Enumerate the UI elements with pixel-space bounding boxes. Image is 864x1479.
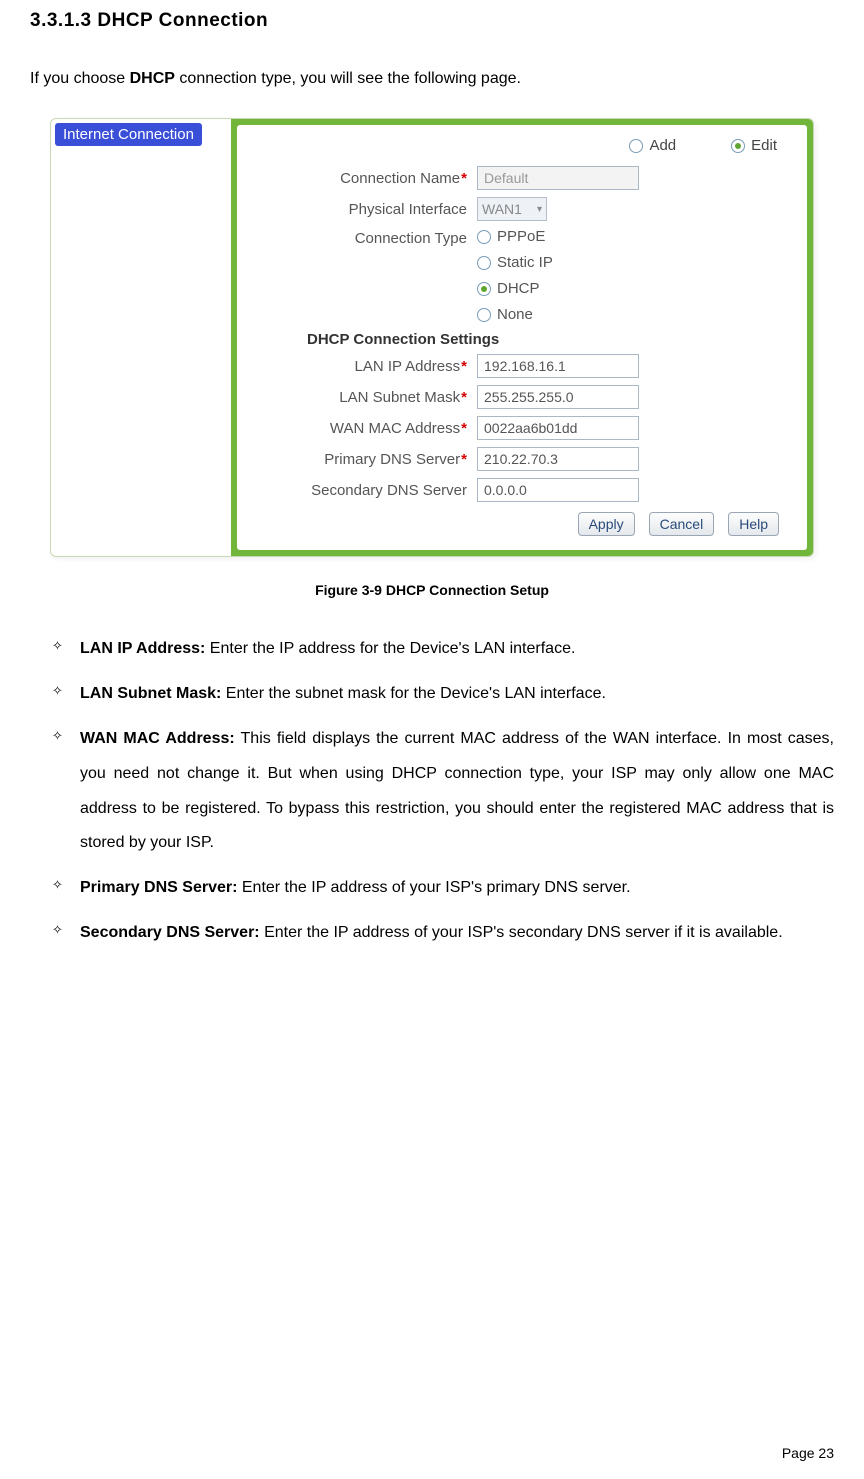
label-lan-mask: LAN Subnet Mask*	[247, 389, 477, 406]
desc-lan-mask-term: LAN Subnet Mask:	[80, 685, 221, 702]
label-primary-dns: Primary DNS Server*	[247, 451, 477, 468]
conn-type-dhcp-radio[interactable]: DHCP	[477, 280, 553, 297]
apply-button[interactable]: Apply	[578, 512, 635, 536]
desc-secondary-dns-text: Enter the IP address of your ISP's secon…	[260, 924, 783, 941]
conn-type-none-radio[interactable]: None	[477, 306, 553, 323]
conn-type-none-label: None	[497, 306, 533, 323]
panel-sidebar: Internet Connection	[51, 119, 231, 556]
desc-lan-mask-text: Enter the subnet mask for the Device's L…	[221, 685, 606, 702]
row-physical-interface: Physical Interface WAN1 ▾	[247, 197, 789, 221]
lan-ip-input[interactable]	[477, 354, 639, 378]
row-primary-dns: Primary DNS Server*	[247, 447, 789, 471]
wan-mac-input[interactable]	[477, 416, 639, 440]
desc-lan-ip-term: LAN IP Address:	[80, 640, 205, 657]
conn-type-static-radio[interactable]: Static IP	[477, 254, 553, 271]
page-number: Page 23	[782, 1445, 834, 1461]
physical-interface-select[interactable]: WAN1 ▾	[477, 197, 547, 221]
mode-row: Add Edit	[247, 135, 789, 166]
figure-caption: Figure 3-9 DHCP Connection Setup	[30, 582, 834, 598]
connection-type-group: PPPoE Static IP DHCP None	[477, 228, 553, 323]
intro-pre: If you choose	[30, 70, 130, 87]
row-connection-name: Connection Name*	[247, 166, 789, 190]
row-wan-mac: WAN MAC Address*	[247, 416, 789, 440]
intro-post: connection type, you will see the follow…	[175, 70, 521, 87]
label-physical-interface: Physical Interface	[247, 201, 477, 218]
desc-wan-mac-term: WAN MAC Address:	[80, 730, 235, 747]
conn-type-pppoe-label: PPPoE	[497, 228, 545, 245]
label-connection-type: Connection Type	[247, 228, 477, 247]
label-connection-name: Connection Name*	[247, 170, 477, 187]
row-connection-type: Connection Type PPPoE Static IP DHCP	[247, 228, 789, 323]
mode-edit-label: Edit	[751, 137, 777, 154]
desc-primary-dns-term: Primary DNS Server:	[80, 879, 237, 896]
help-button[interactable]: Help	[728, 512, 779, 536]
desc-wan-mac: WAN MAC Address: This field displays the…	[52, 722, 834, 862]
radio-icon	[477, 308, 491, 322]
mode-add-radio[interactable]: Add	[629, 137, 676, 154]
conn-type-pppoe-radio[interactable]: PPPoE	[477, 228, 553, 245]
desc-secondary-dns: Secondary DNS Server: Enter the IP addre…	[52, 916, 834, 951]
desc-lan-ip-text: Enter the IP address for the Device's LA…	[205, 640, 575, 657]
desc-secondary-dns-term: Secondary DNS Server:	[80, 924, 260, 941]
secondary-dns-input[interactable]	[477, 478, 639, 502]
mode-add-label: Add	[649, 137, 676, 154]
conn-type-dhcp-label: DHCP	[497, 280, 540, 297]
radio-icon	[731, 139, 745, 153]
primary-dns-input[interactable]	[477, 447, 639, 471]
desc-lan-ip: LAN IP Address: Enter the IP address for…	[52, 632, 834, 667]
panel-inner: Add Edit Connection Name* Physical Inter…	[237, 125, 807, 550]
sidebar-tab-internet-connection[interactable]: Internet Connection	[55, 123, 202, 146]
radio-icon	[477, 230, 491, 244]
row-lan-mask: LAN Subnet Mask*	[247, 385, 789, 409]
radio-icon	[629, 139, 643, 153]
connection-name-input[interactable]	[477, 166, 639, 190]
dhcp-settings-heading: DHCP Connection Settings	[307, 331, 789, 348]
panel-main: Add Edit Connection Name* Physical Inter…	[231, 119, 813, 556]
radio-icon	[477, 282, 491, 296]
intro-paragraph: If you choose DHCP connection type, you …	[30, 70, 834, 88]
row-secondary-dns: Secondary DNS Server	[247, 478, 789, 502]
row-lan-ip: LAN IP Address*	[247, 354, 789, 378]
lan-mask-input[interactable]	[477, 385, 639, 409]
desc-primary-dns: Primary DNS Server: Enter the IP address…	[52, 871, 834, 906]
cancel-button[interactable]: Cancel	[649, 512, 715, 536]
physical-interface-value: WAN1	[482, 201, 522, 217]
button-row: Apply Cancel Help	[247, 512, 789, 536]
desc-primary-dns-text: Enter the IP address of your ISP's prima…	[237, 879, 630, 896]
label-lan-ip: LAN IP Address*	[247, 358, 477, 375]
description-list: LAN IP Address: Enter the IP address for…	[30, 632, 834, 951]
label-secondary-dns: Secondary DNS Server	[247, 482, 477, 499]
desc-lan-mask: LAN Subnet Mask: Enter the subnet mask f…	[52, 677, 834, 712]
chevron-down-icon: ▾	[537, 204, 542, 215]
section-heading: 3.3.1.3 DHCP Connection	[30, 10, 834, 32]
mode-edit-radio[interactable]: Edit	[731, 137, 777, 154]
intro-bold: DHCP	[130, 70, 175, 87]
conn-type-static-label: Static IP	[497, 254, 553, 271]
desc-wan-mac-text: This field displays the current MAC addr…	[80, 730, 834, 852]
radio-icon	[477, 256, 491, 270]
config-panel: Internet Connection Add Edit Connection …	[50, 118, 814, 557]
label-wan-mac: WAN MAC Address*	[247, 420, 477, 437]
